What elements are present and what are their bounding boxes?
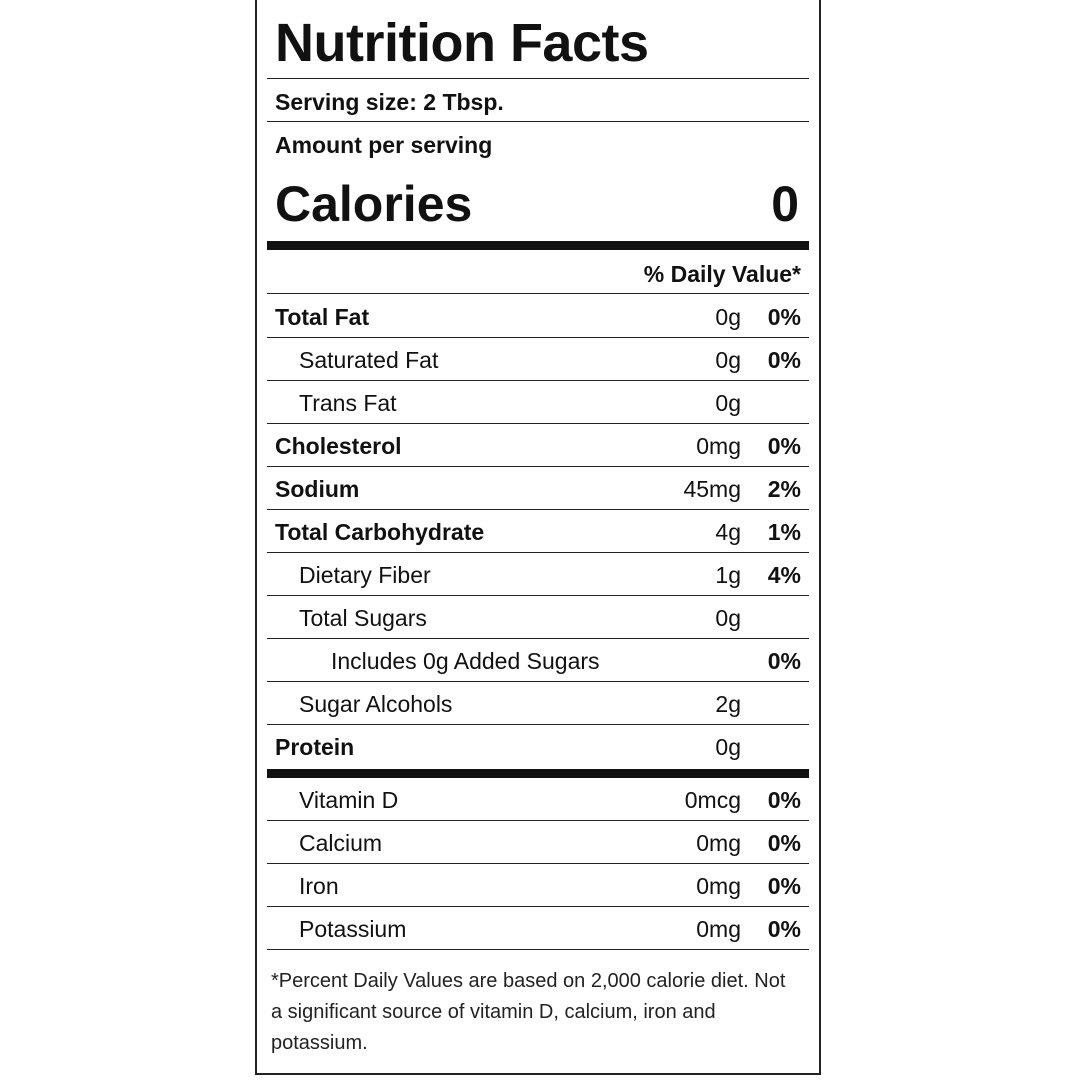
nutrient-amount: 0g — [715, 304, 741, 330]
nutrient-daily-value: 0% — [767, 433, 801, 459]
nutrient-row-dietary-fiber: Dietary Fiber 1g 4% — [267, 553, 809, 596]
nutrient-row-protein: Protein 0g — [267, 725, 809, 767]
vitamin-daily-value: 0% — [767, 916, 801, 942]
divider — [267, 293, 809, 294]
nutrient-name: Saturated Fat — [299, 347, 439, 373]
nutrient-amount: 0g — [715, 390, 741, 416]
nutrient-row-saturated-fat: Saturated Fat 0g 0% — [267, 338, 809, 381]
thick-divider — [267, 769, 809, 778]
nutrient-amount: 1g — [715, 562, 741, 588]
vitamin-name: Iron — [299, 873, 339, 899]
nutrient-row-trans-fat: Trans Fat 0g — [267, 381, 809, 424]
footnote: *Percent Daily Values are based on 2,000… — [271, 970, 786, 1054]
vitamin-name: Vitamin D — [299, 787, 399, 813]
nutrient-name: Total Fat — [275, 304, 370, 330]
nutrient-name: Dietary Fiber — [299, 562, 431, 588]
amount-per-serving: Amount per serving — [275, 132, 493, 158]
nutrient-name: Trans Fat — [299, 390, 397, 416]
nutrient-amount: 45mg — [683, 476, 741, 502]
vitamin-name: Calcium — [299, 830, 383, 856]
nutrient-amount: 0g — [715, 347, 741, 373]
divider — [267, 78, 809, 79]
nutrient-row-total-carbohydrate: Total Carbohydrate 4g 1% — [267, 510, 809, 553]
label-content: Nutrition Facts Serving size: 2 Tbsp. Am… — [267, 0, 809, 1073]
nutrient-daily-value: 0% — [767, 304, 801, 330]
nutrient-row-total-sugars: Total Sugars 0g — [267, 596, 809, 639]
nutrient-row-cholesterol: Cholesterol 0mg 0% — [267, 424, 809, 467]
thick-divider — [267, 241, 809, 250]
nutrient-amount: 4g — [715, 519, 741, 545]
vitamin-row-iron: Iron 0mg 0% — [267, 864, 809, 907]
calories-label: Calories — [275, 176, 473, 232]
vitamin-row-vitamin-d: Vitamin D 0mcg 0% — [267, 778, 809, 821]
label-title: Nutrition Facts — [275, 13, 649, 73]
vitamin-row-potassium: Potassium 0mg 0% — [267, 907, 809, 950]
nutrient-daily-value: 0% — [767, 648, 801, 674]
nutrient-row-sugar-alcohols: Sugar Alcohols 2g — [267, 682, 809, 725]
nutrient-row-added-sugars: Includes 0g Added Sugars 0% — [267, 639, 809, 682]
nutrient-daily-value: 0% — [767, 347, 801, 373]
vitamin-amount: 0mcg — [684, 787, 741, 813]
nutrient-amount: 2g — [715, 691, 741, 717]
nutrient-name: Sodium — [275, 476, 360, 502]
nutrient-row-total-fat: Total Fat 0g 0% — [267, 295, 809, 338]
divider — [267, 121, 809, 122]
nutrient-name: Total Sugars — [299, 605, 427, 631]
daily-value-header: % Daily Value* — [643, 261, 801, 287]
vitamin-row-calcium: Calcium 0mg 0% — [267, 821, 809, 864]
vitamin-amount: 0mg — [696, 873, 741, 899]
vitamin-daily-value: 0% — [767, 873, 801, 899]
nutrient-amount: 0mg — [696, 433, 741, 459]
nutrient-name: Protein — [275, 734, 355, 760]
nutrient-amount: 0g — [715, 605, 741, 631]
nutrient-name: Includes 0g Added Sugars — [331, 648, 600, 674]
nutrient-row-sodium: Sodium 45mg 2% — [267, 467, 809, 510]
nutrient-name: Cholesterol — [275, 433, 402, 459]
nutrient-amount: 0g — [715, 734, 741, 760]
nutrient-daily-value: 2% — [767, 476, 801, 502]
vitamin-name: Potassium — [299, 916, 407, 942]
serving-size: Serving size: 2 Tbsp. — [275, 89, 504, 115]
nutrient-daily-value: 4% — [767, 562, 801, 588]
nutrition-facts-label: Nutrition Facts Serving size: 2 Tbsp. Am… — [255, 0, 821, 1075]
nutrient-name: Total Carbohydrate — [275, 519, 485, 545]
vitamin-daily-value: 0% — [767, 830, 801, 856]
vitamin-daily-value: 0% — [767, 787, 801, 813]
vitamin-amount: 0mg — [696, 916, 741, 942]
nutrient-rows: Total Fat 0g 0% Saturated Fat 0g 0% Tran… — [267, 295, 809, 767]
vitamin-amount: 0mg — [696, 830, 741, 856]
vitamin-rows: Vitamin D 0mcg 0% Calcium 0mg 0% Iron 0m… — [267, 778, 809, 950]
nutrient-daily-value: 1% — [767, 519, 801, 545]
calories-value: 0 — [771, 176, 799, 232]
nutrient-name: Sugar Alcohols — [299, 691, 453, 717]
